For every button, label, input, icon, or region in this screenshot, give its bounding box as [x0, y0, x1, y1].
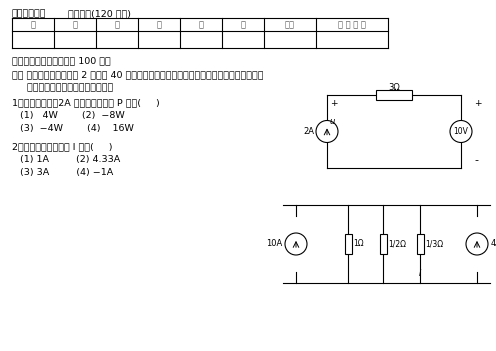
Text: 五: 五: [198, 20, 203, 29]
Text: 二: 二: [72, 20, 77, 29]
Text: 4A: 4A: [491, 239, 496, 249]
Bar: [417, 234, 424, 254]
Text: 10A: 10A: [266, 239, 282, 249]
Text: 一、 单项选择题（每小题 2 分，共 40 分）从每小题的四个备选答案中，选出一个正确答案，: 一、 单项选择题（每小题 2 分，共 40 分）从每小题的四个备选答案中，选出一…: [12, 70, 263, 79]
Text: 2A: 2A: [303, 127, 314, 136]
Text: (3)  −4W        (4)    16W: (3) −4W (4) 16W: [20, 124, 134, 133]
Text: 1．图示电路中，2A 电流源发出功率 P 等于(     ): 1．图示电路中，2A 电流源发出功率 P 等于( ): [12, 98, 160, 107]
Text: I: I: [419, 269, 421, 278]
Text: 补考试题(120 分钟): 补考试题(120 分钟): [68, 9, 131, 18]
Text: 1Ω: 1Ω: [354, 239, 364, 249]
Circle shape: [450, 120, 472, 143]
Text: +: +: [330, 99, 337, 107]
Text: 四: 四: [157, 20, 162, 29]
Text: (1) 1A         (2) 4.33A: (1) 1A (2) 4.33A: [20, 155, 120, 164]
Bar: [345, 234, 352, 254]
Text: (1)   4W        (2)  −8W: (1) 4W (2) −8W: [20, 111, 125, 120]
Text: 并将正确答案的号码填入括号内。: 并将正确答案的号码填入括号内。: [12, 83, 113, 92]
Bar: [379, 234, 386, 254]
Circle shape: [285, 233, 307, 255]
Text: 六: 六: [241, 20, 246, 29]
Text: -: -: [474, 155, 478, 165]
Text: 说明：本考题卷面成绩共 100 分。: 说明：本考题卷面成绩共 100 分。: [12, 56, 111, 65]
Text: 1/3Ω: 1/3Ω: [426, 239, 443, 249]
Text: 1/2Ω: 1/2Ω: [388, 239, 407, 249]
Circle shape: [316, 120, 338, 143]
Text: 总分: 总分: [285, 20, 295, 29]
Text: 三: 三: [115, 20, 120, 29]
Circle shape: [466, 233, 488, 255]
Text: 一: 一: [30, 20, 36, 29]
Text: (3) 3A         (4) −1A: (3) 3A (4) −1A: [20, 168, 113, 177]
Text: 2．图示电路中，电流 I 等于(     ): 2．图示电路中，电流 I 等于( ): [12, 142, 113, 151]
Bar: [376, 90, 412, 100]
Text: u: u: [330, 117, 335, 126]
Text: 评 卷 教 师: 评 卷 教 师: [338, 20, 366, 29]
Text: 电路分析基础: 电路分析基础: [12, 9, 47, 18]
Text: +: +: [474, 99, 482, 107]
Text: 10V: 10V: [453, 127, 468, 136]
Text: 3Ω: 3Ω: [388, 83, 400, 92]
